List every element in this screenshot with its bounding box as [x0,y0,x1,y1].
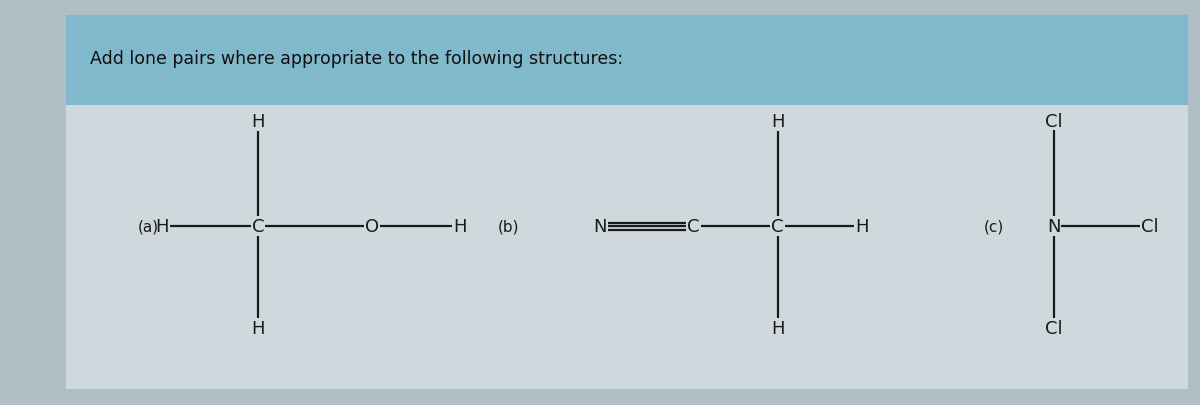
Text: H: H [155,218,169,236]
Text: H: H [770,319,785,337]
Text: (c): (c) [984,220,1004,234]
Text: Cl: Cl [1045,113,1062,130]
Text: H: H [251,319,265,337]
Text: O: O [365,218,379,236]
Text: H: H [770,113,785,130]
Bar [66,16,1188,105]
Text: C: C [688,218,700,236]
Text: (a): (a) [138,220,160,234]
Text: N: N [1046,218,1061,236]
Text: N: N [593,218,607,236]
Text: H: H [452,218,467,236]
Text: H: H [854,218,869,236]
Text: Cl: Cl [1045,319,1062,337]
Text: Add lone pairs where appropriate to the following structures:: Add lone pairs where appropriate to the … [90,50,623,68]
Text: H: H [251,113,265,130]
Text: C: C [252,218,264,236]
Text: C: C [772,218,784,236]
Text: Cl: Cl [1141,218,1158,236]
Text: (b): (b) [498,220,520,234]
